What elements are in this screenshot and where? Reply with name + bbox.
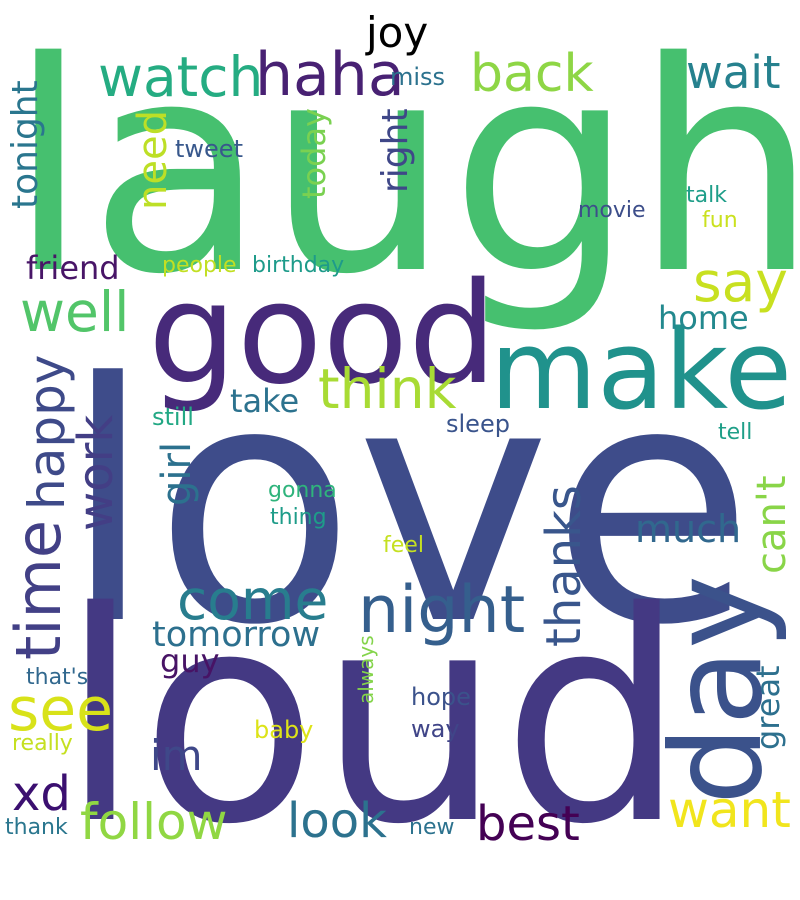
- word-home: home: [658, 299, 749, 337]
- word-want: want: [668, 781, 791, 839]
- word-need: need: [130, 110, 176, 210]
- word-girl: girl: [154, 441, 200, 506]
- word-gonna: gonna: [268, 478, 337, 503]
- word-love: love: [62, 313, 754, 697]
- word-really: really: [12, 731, 73, 756]
- word-watch: watch: [98, 45, 264, 109]
- word-tell: tell: [718, 420, 753, 445]
- word-happy: happy: [18, 354, 76, 510]
- word-new: new: [409, 815, 455, 840]
- word-see: see: [8, 675, 114, 745]
- word-people: people: [162, 253, 237, 278]
- word-tweet: tweet: [175, 135, 243, 163]
- word-can-t: can't: [749, 475, 795, 574]
- word-follow: follow: [80, 793, 228, 851]
- word-time: time: [2, 519, 75, 660]
- word-thing: thing: [270, 505, 327, 530]
- word-xd: xd: [12, 766, 71, 822]
- word-think: think: [318, 357, 457, 421]
- word-tonight: tonight: [5, 80, 46, 209]
- word-look: look: [287, 793, 387, 849]
- word-great: great: [749, 665, 787, 750]
- word-feel: feel: [383, 533, 424, 558]
- word-make: make: [490, 306, 793, 434]
- word-good: good: [148, 253, 498, 416]
- word-back: back: [470, 44, 594, 104]
- word-haha: haha: [255, 40, 405, 110]
- word-today: today: [295, 108, 333, 199]
- word-take: take: [230, 382, 300, 420]
- word-still: still: [152, 403, 194, 431]
- word-thanks: thanks: [536, 485, 592, 647]
- word-tomorrow: tomorrow: [152, 615, 321, 655]
- word-say: say: [693, 250, 788, 314]
- word-right: right: [375, 108, 416, 193]
- word-way: way: [411, 715, 460, 743]
- word-hope: hope: [411, 683, 471, 711]
- word-talk: talk: [686, 183, 727, 208]
- word-best: best: [476, 796, 580, 852]
- word-loud: loud: [60, 551, 686, 888]
- word-movie: movie: [578, 198, 646, 223]
- word-fun: fun: [702, 208, 738, 233]
- word-that-s: that's: [26, 665, 89, 690]
- word-well: well: [20, 280, 130, 344]
- word-baby: baby: [254, 716, 314, 744]
- word-laugh: laugh: [8, 1, 800, 338]
- word-birthday: birthday: [252, 253, 345, 278]
- word-thank: thank: [5, 815, 68, 840]
- word-wait: wait: [686, 46, 781, 99]
- word-always: always: [354, 635, 378, 704]
- word-much: much: [635, 507, 742, 551]
- word-work: work: [68, 414, 124, 531]
- word-come: come: [177, 568, 329, 632]
- word-miss: miss: [390, 63, 446, 91]
- word-joy: joy: [366, 8, 429, 57]
- word-im: im: [150, 731, 203, 780]
- word-sleep: sleep: [446, 410, 510, 438]
- word-guy: guy: [160, 642, 220, 680]
- word-friend: friend: [26, 249, 120, 287]
- word-night: night: [358, 573, 526, 648]
